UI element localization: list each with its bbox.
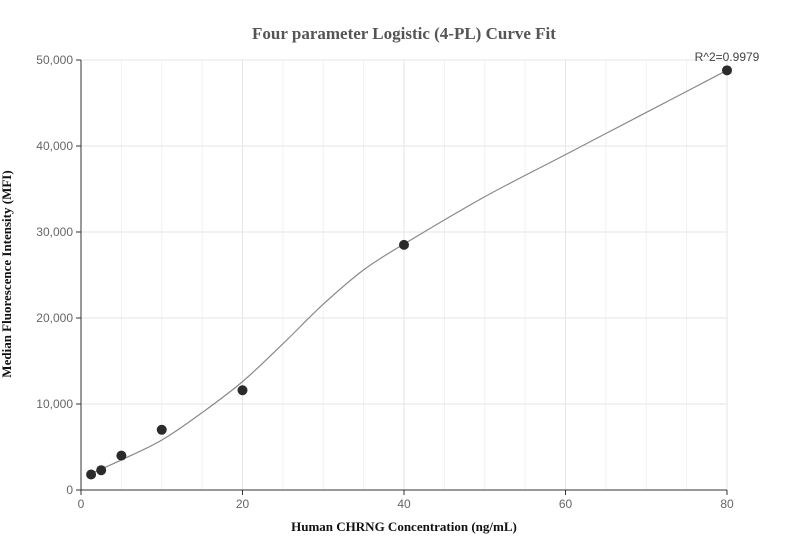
- chart-title: Four parameter Logistic (4-PL) Curve Fit: [252, 24, 556, 43]
- y-axis-title: Median Fluorescence Intensity (MFI): [0, 170, 14, 377]
- data-point: [86, 469, 97, 480]
- x-tick-label: 40: [397, 497, 411, 511]
- y-tick-label: 50,000: [36, 53, 73, 67]
- y-tick-label: 10,000: [36, 397, 73, 411]
- r-squared-annotation: R^2=0.9979: [695, 50, 760, 64]
- fit-curve-layer: [88, 69, 728, 476]
- tick-labels: 0 20 40 60 80 0 10,000 20,000 30,000 40,000 50,000: [36, 53, 734, 511]
- x-axis-title: Human CHRNG Concentration (ng/mL): [291, 519, 517, 534]
- y-tick-label: 30,000: [36, 225, 73, 239]
- gridlines: [81, 59, 728, 490]
- x-tick-label: 0: [78, 497, 85, 511]
- data-point: [96, 465, 107, 476]
- y-tick-label: 20,000: [36, 311, 73, 325]
- y-tick-label: 40,000: [36, 139, 73, 153]
- data-point: [116, 450, 127, 461]
- data-point: [237, 385, 248, 396]
- data-point: [399, 239, 409, 250]
- axes: [76, 59, 728, 495]
- y-tick-label: 0: [66, 483, 73, 497]
- x-tick-label: 80: [720, 497, 734, 511]
- data-point: [156, 424, 167, 435]
- x-tick-label: 60: [559, 497, 573, 511]
- data-points: [86, 65, 732, 480]
- data-point: [722, 65, 732, 76]
- fit-curve: [88, 69, 728, 476]
- x-tick-label: 20: [236, 497, 250, 511]
